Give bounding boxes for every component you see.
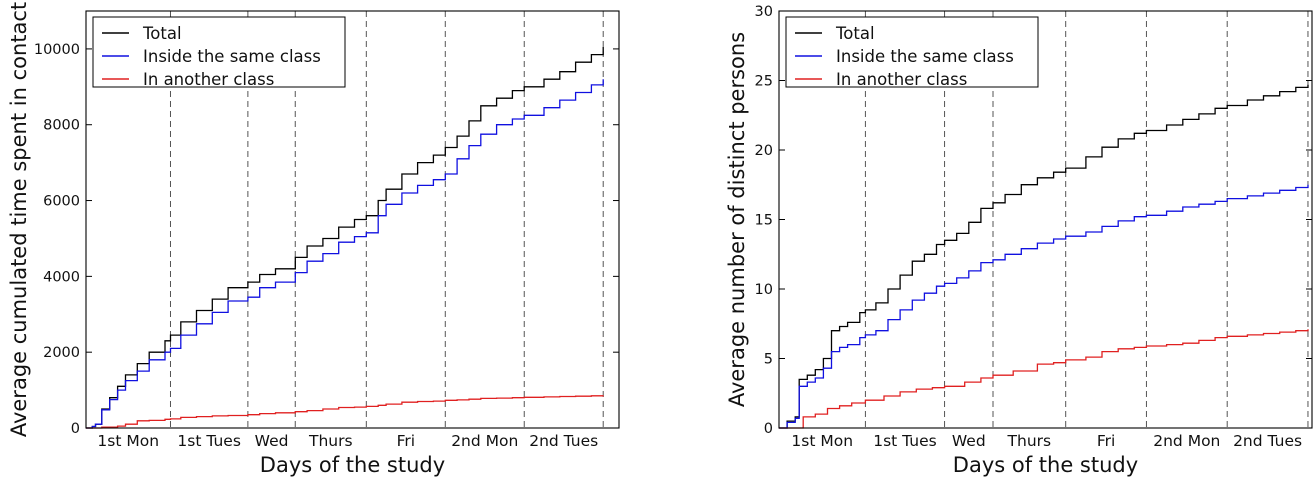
legend-label: Total bbox=[142, 24, 182, 43]
x-tick-label: 2nd Mon bbox=[451, 432, 518, 450]
legend-label: In another class bbox=[836, 70, 967, 89]
x-tick-label: Thurs bbox=[1007, 432, 1052, 450]
series-line bbox=[86, 395, 604, 429]
x-tick-label: Wed bbox=[255, 432, 289, 450]
x-tick-label: 1st Mon bbox=[97, 432, 159, 450]
y-tick-label: 10 bbox=[755, 282, 773, 298]
chart-2: 0 5 10 15 20 25 30 1st Mon 1st Tues Wed Thurs Fri 2n… bbox=[725, 4, 1313, 477]
series-line bbox=[779, 184, 1309, 429]
x-tick-label: 2nd Tues bbox=[1233, 432, 1302, 450]
legend-box bbox=[92, 16, 346, 88]
y-axis-title: Average number of distinct persons bbox=[725, 32, 749, 407]
series-line bbox=[779, 329, 1309, 429]
y-tick-label: 30 bbox=[755, 4, 773, 20]
series-line bbox=[86, 47, 604, 429]
y-tick-label: 20 bbox=[755, 143, 773, 159]
y-tick-label: 6000 bbox=[43, 194, 80, 210]
y-tick-label: 10000 bbox=[34, 42, 80, 58]
x-tick-label: Wed bbox=[952, 432, 986, 450]
x-tick-label: Thurs bbox=[308, 432, 353, 450]
legend-label: In another class bbox=[143, 70, 274, 89]
x-axis-title: Days of the study bbox=[260, 453, 445, 477]
legend-label: Inside the same class bbox=[836, 47, 1014, 66]
y-tick-label: 2000 bbox=[43, 345, 80, 361]
x-tick-label: 1st Mon bbox=[791, 432, 853, 450]
x-axis-title: Days of the study bbox=[953, 453, 1138, 477]
y-tick-label: 4000 bbox=[43, 269, 80, 285]
chart-1: 0 2000 4000 6000 8000 10000 1st Mon 1st Tues Wed… bbox=[7, 2, 620, 477]
plot-frame bbox=[85, 10, 620, 429]
x-tick-label: Fri bbox=[397, 432, 415, 450]
series-line bbox=[779, 84, 1309, 429]
y-tick-label: 0 bbox=[764, 421, 773, 437]
x-tick-label: 2nd Tues bbox=[529, 432, 598, 450]
y-axis-title: Average cumulated time spent in contact bbox=[7, 2, 31, 437]
legend-box bbox=[785, 16, 1039, 88]
y-tick-label: 15 bbox=[755, 213, 773, 229]
y-tick-label: 5 bbox=[764, 352, 773, 368]
x-tick-label: 2nd Mon bbox=[1153, 432, 1220, 450]
legend-label: Inside the same class bbox=[143, 47, 321, 66]
y-tick-label: 8000 bbox=[43, 118, 80, 134]
y-tick-label: 0 bbox=[71, 421, 80, 437]
x-tick-label: 1st Tues bbox=[873, 432, 937, 450]
x-tick-label: Fri bbox=[1097, 432, 1115, 450]
series-line bbox=[86, 79, 604, 429]
y-tick-label: 25 bbox=[755, 74, 773, 90]
legend-label: Total bbox=[835, 24, 875, 43]
x-tick-label: 1st Tues bbox=[177, 432, 241, 450]
